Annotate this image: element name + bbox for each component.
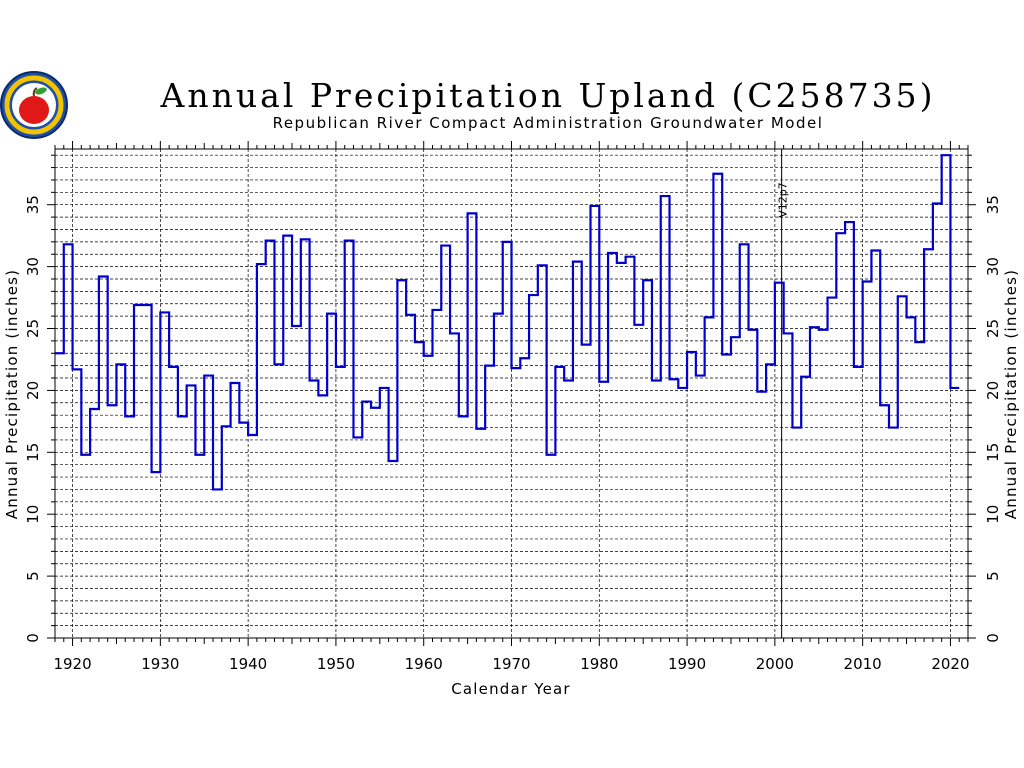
x-axis-label: Calendar Year: [451, 680, 571, 698]
y-axis-ticks: 0 0 5 5 10 10 15 15 20 20 25 25 30 30 35 35: [24, 154, 1002, 643]
y-tick-label-right: 15: [984, 443, 1002, 462]
y-tick-label-left: 15: [24, 443, 42, 462]
y-axis-label-right: Annual Precipitation (inches): [1002, 269, 1020, 519]
x-axis-ticks: 1920 1930 1940 1950 1960 1970 1980 1990 2000 2010…: [53, 141, 970, 673]
y-tick-label-right: 30: [984, 257, 1002, 276]
series-lines: [55, 154, 960, 491]
x-tick-label: 1930: [141, 655, 179, 673]
x-tick-label: 1990: [668, 655, 706, 673]
y-tick-label-right: 10: [984, 505, 1002, 524]
y-tick-label-left: 10: [24, 505, 42, 524]
y-tick-label-right: 5: [984, 571, 1002, 581]
x-tick-label: 1960: [405, 655, 443, 673]
x-tick-label: 1970: [492, 655, 530, 673]
chart-title: Annual Precipitation Upland (C258735): [160, 76, 936, 115]
x-tick-label: 2000: [756, 655, 794, 673]
y-tick-label-left: 5: [24, 571, 42, 581]
gridlines: [55, 149, 968, 638]
x-tick-label: 1920: [53, 655, 91, 673]
x-tick-label: 1940: [229, 655, 267, 673]
y-tick-label-right: 20: [984, 381, 1002, 400]
x-tick-label: 2010: [844, 655, 882, 673]
annotations: V12p7: [777, 149, 790, 638]
y-tick-label-left: 0: [24, 633, 42, 643]
y-tick-label-right: 35: [984, 195, 1002, 214]
y-tick-label-left: 30: [24, 257, 42, 276]
y-tick-label-right: 0: [984, 633, 1002, 643]
x-tick-label: 1950: [317, 655, 355, 673]
y-axis-label-left: Annual Precipitation (inches): [3, 269, 21, 519]
chart-subtitle: Republican River Compact Administration …: [273, 114, 824, 132]
y-tick-label-left: 20: [24, 381, 42, 400]
y-tick-label-left: 25: [24, 319, 42, 338]
annotation-label: V12p7: [777, 182, 790, 218]
y-tick-label-right: 25: [984, 319, 1002, 338]
precipitation-step-line: [55, 154, 960, 491]
y-tick-label-left: 35: [24, 195, 42, 214]
x-tick-label: 2020: [931, 655, 969, 673]
x-tick-label: 1980: [580, 655, 618, 673]
logo-seal-icon: [0, 71, 68, 139]
